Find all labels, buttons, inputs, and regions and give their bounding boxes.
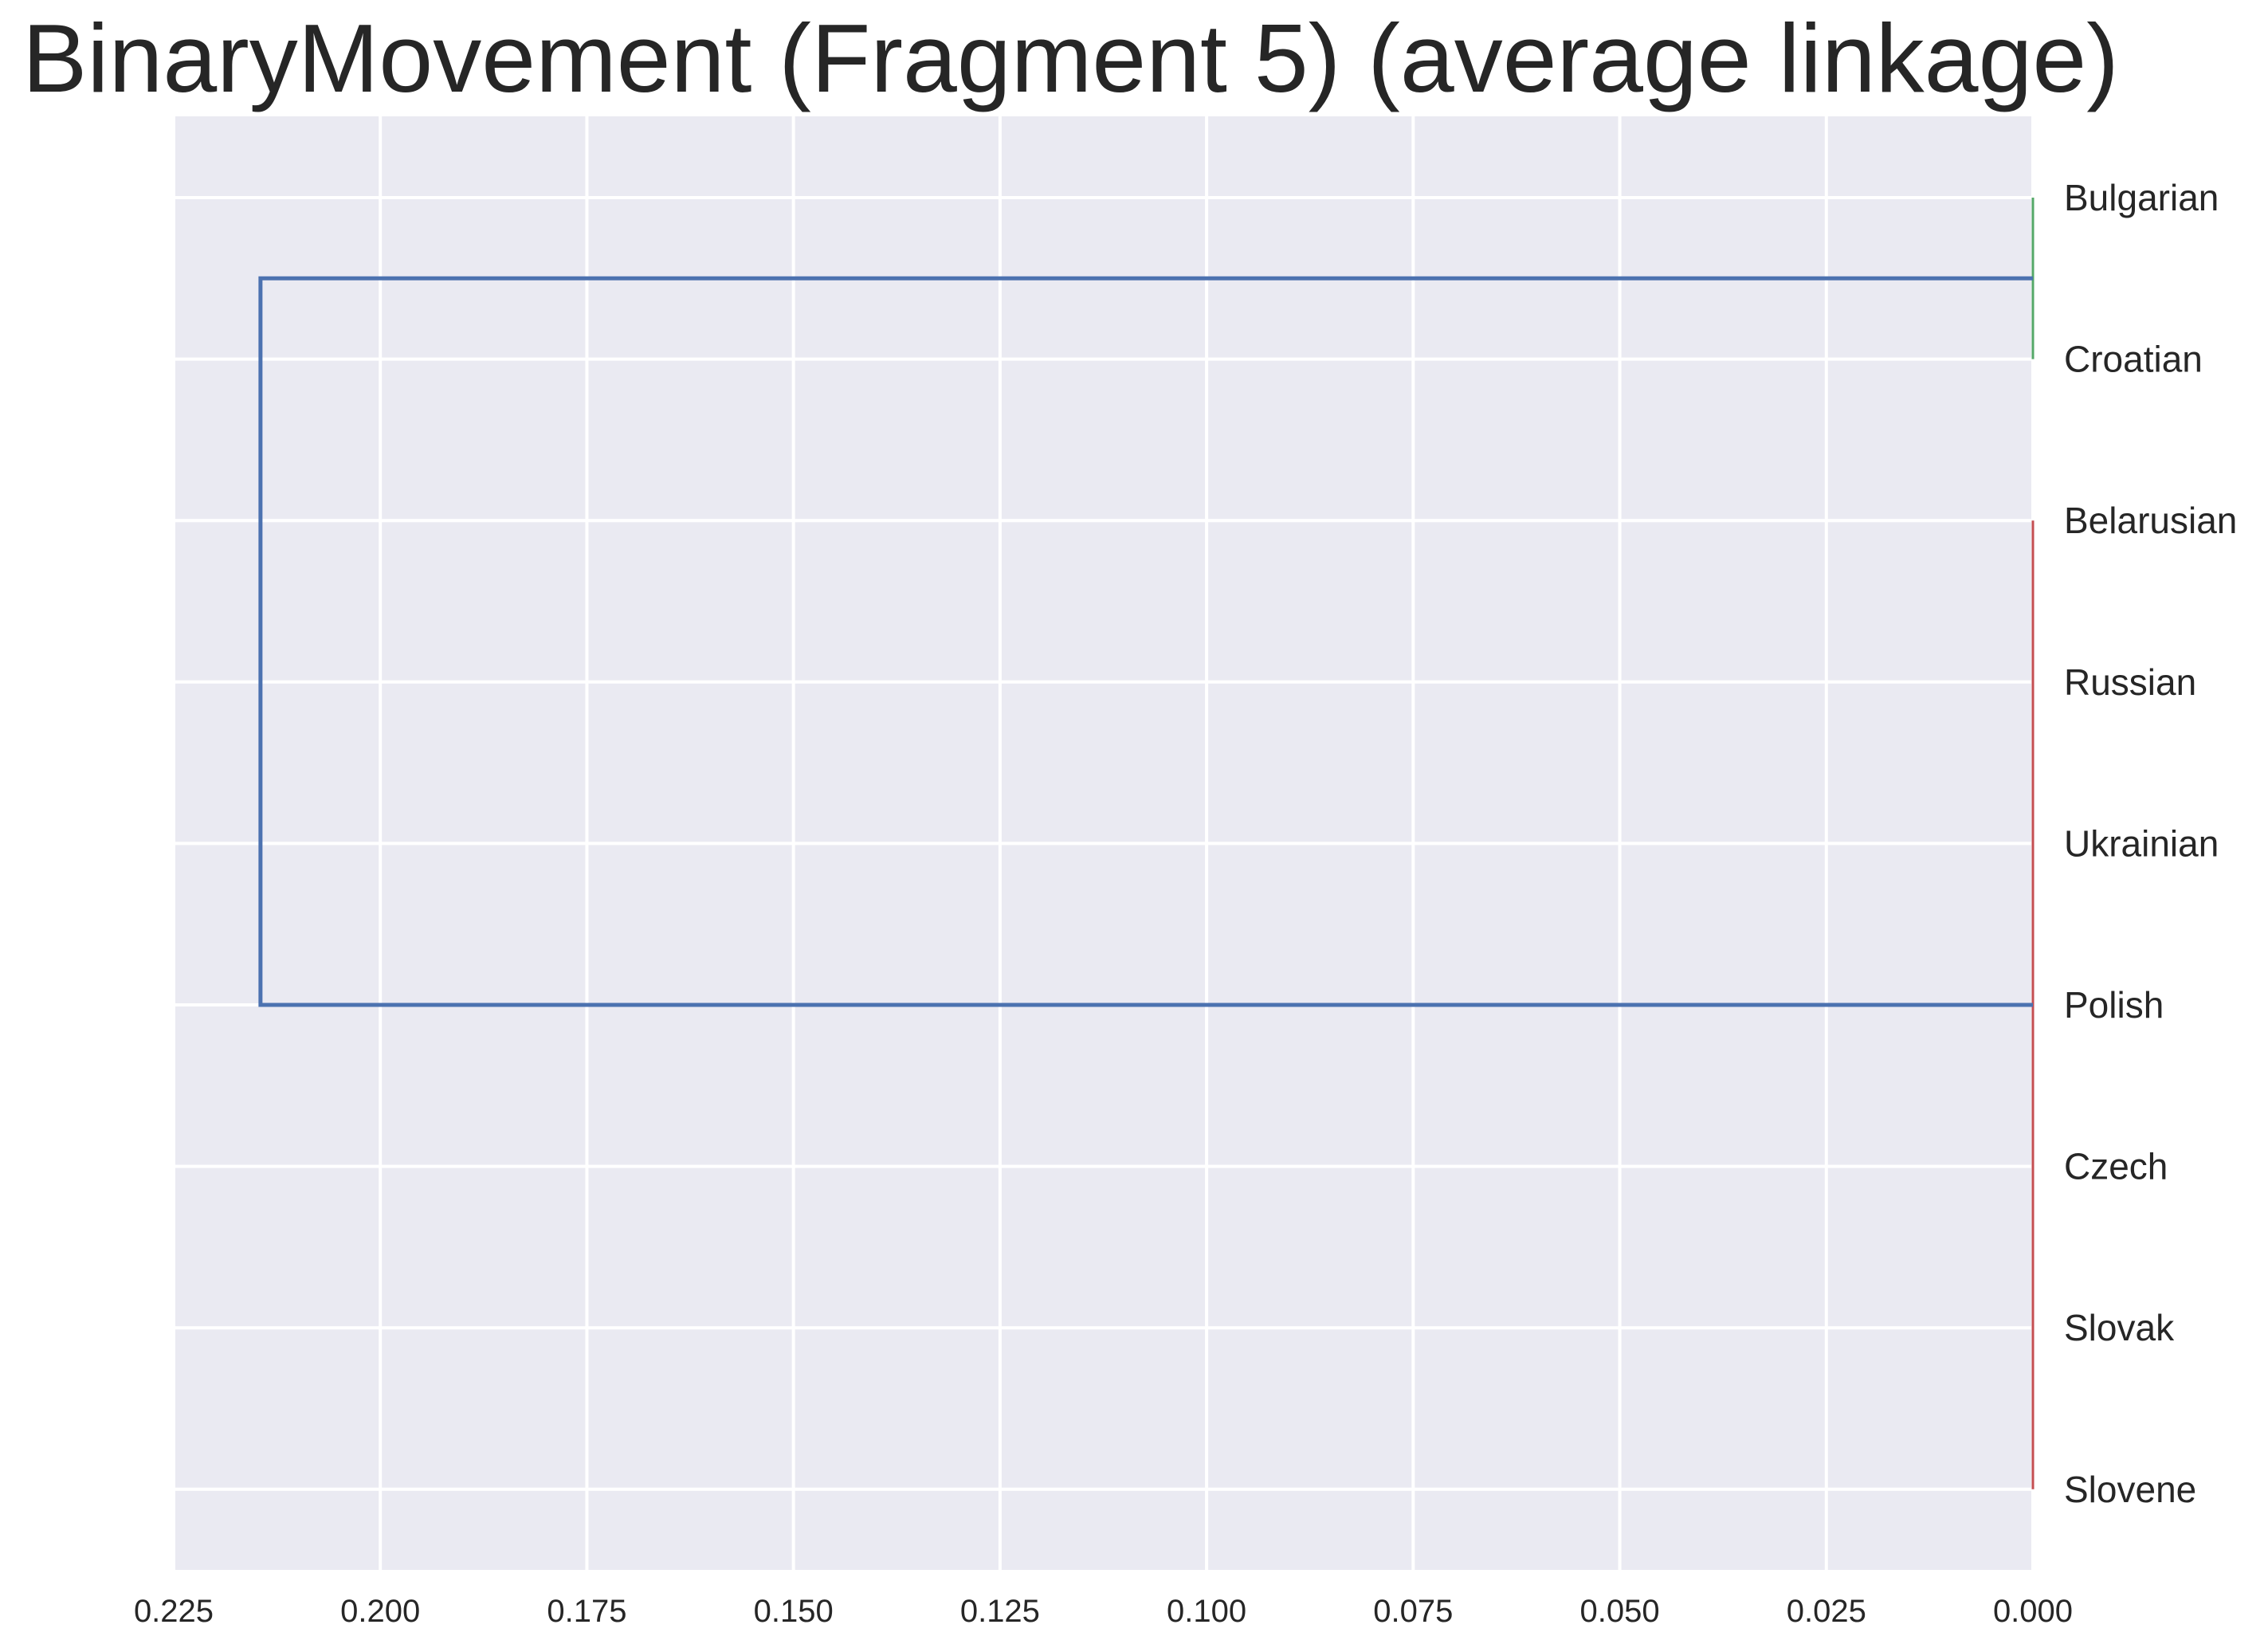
x-tick-label: 0.225 bbox=[134, 1594, 214, 1629]
leaf-label: Bulgarian bbox=[2064, 177, 2219, 218]
dendrogram-links bbox=[258, 198, 2035, 1489]
x-tick-label: 0.075 bbox=[1373, 1594, 1453, 1629]
x-tick-label: 0.125 bbox=[960, 1594, 1040, 1629]
leaf-labels: Bulgarian Croatian Belarusian Russian Ukrain… bbox=[2064, 177, 2237, 1510]
x-tick-label: 0.100 bbox=[1167, 1594, 1246, 1629]
x-tick-label: 0.200 bbox=[340, 1594, 420, 1629]
x-axis-tick-labels: 0.225 0.200 0.175 0.150 0.125 0.100 0.075 0.050… bbox=[134, 1594, 2073, 1629]
leaf-label: Polish bbox=[2064, 984, 2164, 1026]
x-tick-label: 0.025 bbox=[1787, 1594, 1866, 1629]
x-tick-label: 0.175 bbox=[547, 1594, 626, 1629]
leaf-label: Belarusian bbox=[2064, 500, 2237, 541]
chart-title: BinaryMovement (Fragment 5) (average lin… bbox=[22, 4, 2119, 112]
x-tick-label: 0.150 bbox=[754, 1594, 834, 1629]
x-tick-label: 0.000 bbox=[1993, 1594, 2073, 1629]
leaf-label: Czech bbox=[2064, 1146, 2168, 1187]
leaf-label: Slovak bbox=[2064, 1307, 2175, 1348]
root-merge-link bbox=[258, 276, 2033, 1007]
leaf-label: Russian bbox=[2064, 661, 2196, 703]
leaf-label: Croatian bbox=[2064, 339, 2203, 380]
leaf-label: Slovene bbox=[2064, 1469, 2196, 1510]
x-tick-label: 0.050 bbox=[1580, 1594, 1660, 1629]
leaf-label: Ukrainian bbox=[2064, 822, 2219, 864]
